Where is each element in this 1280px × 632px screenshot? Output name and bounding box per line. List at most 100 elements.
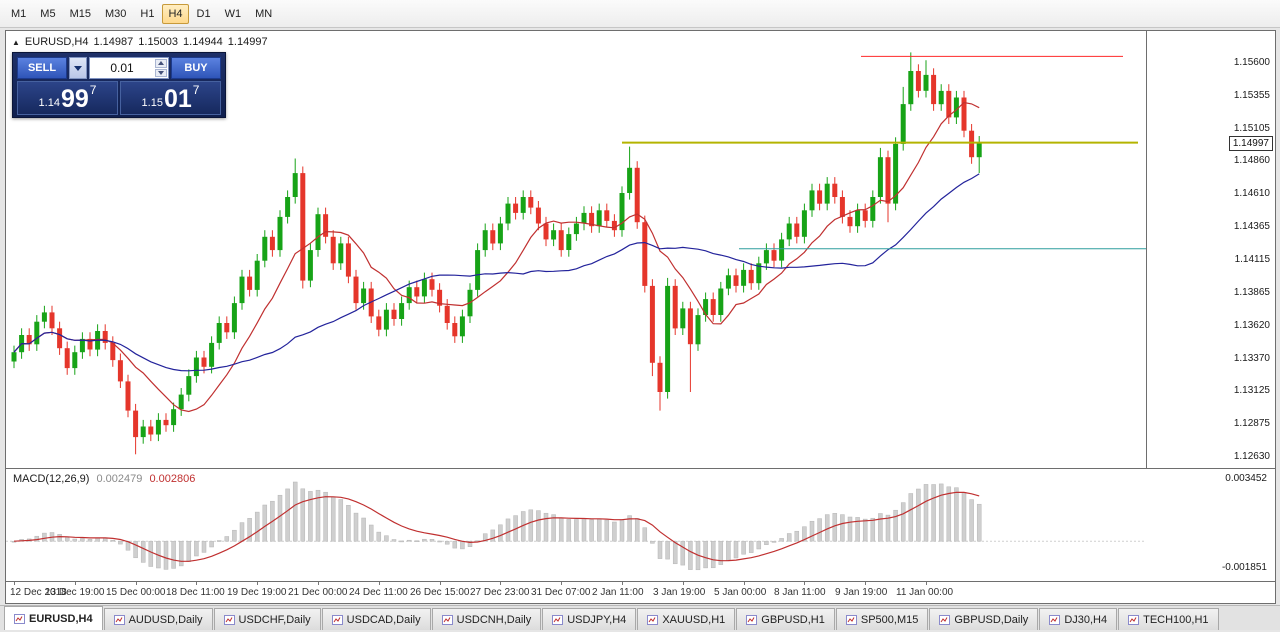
time-axis-tick xyxy=(440,582,441,585)
chart-high-value: 1.15003 xyxy=(138,36,179,48)
macd-value-main: 0.002479 xyxy=(96,473,143,485)
price-axis-label: 1.12630 xyxy=(1233,451,1270,462)
price-axis-label: 1.13125 xyxy=(1233,385,1270,396)
chart-tab-icon xyxy=(14,613,25,624)
tab-usdchf-daily[interactable]: USDCHF,Daily xyxy=(213,608,321,630)
time-axis-label: 27 Dec 23:00 xyxy=(470,587,530,598)
volume-dropdown-button[interactable] xyxy=(69,57,87,79)
timeframe-toolbar: M1 M5 M15 M30 H1 H4 D1 W1 MN xyxy=(0,0,1280,28)
tab-gbpusd-daily[interactable]: GBPUSD,Daily xyxy=(929,608,1039,630)
sell-button[interactable]: SELL xyxy=(17,57,67,79)
macd-label: MACD(12,26,9) xyxy=(13,473,90,485)
price-axis-label: 1.13370 xyxy=(1233,353,1270,364)
time-axis-tick xyxy=(318,582,319,585)
chart-tab-label: DJ30,H4 xyxy=(1064,613,1108,626)
time-axis-label: 3 Jan 19:00 xyxy=(653,587,706,598)
time-axis-label: 11 Jan 00:00 xyxy=(896,587,954,598)
chevron-down-icon xyxy=(74,65,82,71)
buy-button[interactable]: BUY xyxy=(171,57,221,79)
price-chart[interactable] xyxy=(6,31,1146,468)
chevron-up-icon xyxy=(158,61,164,66)
price-axis-label: 1.15600 xyxy=(1233,57,1270,68)
chart-tab-label: USDJPY,H4 xyxy=(567,613,627,626)
time-axis-tick xyxy=(561,582,562,585)
time-axis-label: 12 Dec 2018 xyxy=(10,587,67,598)
timeframe-button-h1[interactable]: H1 xyxy=(140,7,155,20)
one-click-collapse-icon[interactable]: ▲ xyxy=(12,37,20,47)
chart-open-value: 1.14987 xyxy=(93,36,134,48)
timeframe-button-m30[interactable]: M30 xyxy=(104,7,127,20)
chart-tab-label: XAUUSD,H1 xyxy=(662,613,726,626)
ask-price-button[interactable]: 1.15 01 7 xyxy=(120,81,221,115)
ask-price-big: 01 xyxy=(163,85,192,113)
price-axis-label: 1.14860 xyxy=(1233,155,1270,166)
volume-decrease-button[interactable] xyxy=(155,68,167,77)
tab-xauusd-h1[interactable]: XAUUSD,H1 xyxy=(637,608,736,630)
chart-title: ▲ EURUSD,H4 1.14987 1.15003 1.14944 1.14… xyxy=(12,36,268,48)
time-axis-tick xyxy=(257,582,258,585)
price-axis-label: 1.13865 xyxy=(1233,287,1270,298)
time-axis-label: 9 Jan 19:00 xyxy=(835,587,888,598)
time-axis[interactable]: 12 Dec 2018 13 Dec 19:00 15 Dec 00:00 18 De… xyxy=(6,581,1275,603)
time-axis-label: 31 Dec 07:00 xyxy=(531,587,591,598)
chart-tab-label: USDCAD,Daily xyxy=(346,613,421,626)
price-axis[interactable]: 1.15600 1.15355 1.15105 1.14860 1.14610 1.143… xyxy=(1147,31,1276,468)
time-axis-tick xyxy=(804,582,805,585)
chart-tab-icon xyxy=(1128,614,1140,625)
chart-tab-label: GBPUSD,Daily xyxy=(954,613,1029,626)
chevron-down-icon xyxy=(158,70,164,75)
tab-usdcnh-daily[interactable]: USDCNH,Daily xyxy=(431,608,542,630)
timeframe-button-h4[interactable]: H4 xyxy=(162,3,189,24)
time-axis-tick xyxy=(14,582,15,585)
one-click-trading-panel: SELL BUY 1.14 99 7 1.15 01 7 xyxy=(12,52,226,118)
time-axis-label: 26 Dec 15:00 xyxy=(410,587,470,598)
chart-tab-icon xyxy=(113,614,125,625)
time-axis-label: 15 Dec 00:00 xyxy=(106,587,166,598)
time-axis-tick xyxy=(500,582,501,585)
tab-gbpusd-h1[interactable]: GBPUSD,H1 xyxy=(736,608,835,630)
macd-axis-top-label: 0.003452 xyxy=(1225,473,1267,484)
tab-sp500-m15[interactable]: SP500,M15 xyxy=(835,608,929,630)
timeframe-button-mn[interactable]: MN xyxy=(255,7,273,20)
bid-price-big: 99 xyxy=(60,85,89,113)
macd-axis-bottom-label: -0.001851 xyxy=(1221,562,1267,573)
chart-low-value: 1.14944 xyxy=(183,36,223,48)
chart-tab-icon xyxy=(939,614,951,625)
price-axis-label: 1.15355 xyxy=(1233,90,1270,101)
time-axis-tick xyxy=(683,582,684,585)
tab-usdcad-daily[interactable]: USDCAD,Daily xyxy=(321,608,431,630)
chart-tab-label: AUDUSD,Daily xyxy=(128,613,203,626)
time-axis-tick xyxy=(744,582,745,585)
chart-symbol-timeframe: EURUSD,H4 xyxy=(24,36,89,48)
timeframe-button-m15[interactable]: M15 xyxy=(69,7,91,20)
price-axis-label: 1.12875 xyxy=(1233,418,1270,429)
bid-price-small: 1.14 xyxy=(38,97,60,109)
timeframe-button-m1[interactable]: M1 xyxy=(11,7,27,20)
timeframe-button-d1[interactable]: D1 xyxy=(196,7,211,20)
chart-close-value: 1.14997 xyxy=(227,36,268,48)
tab-tech100-h1[interactable]: TECH100,H1 xyxy=(1118,608,1219,630)
volume-increase-button[interactable] xyxy=(155,59,167,68)
volume-input[interactable] xyxy=(90,58,168,78)
chart-tabbar: EURUSD,H4 AUDUSD,Daily USDCHF,Daily USDCAD,… xyxy=(0,605,1280,630)
ask-price-sup: 7 xyxy=(192,83,200,97)
macd-chart[interactable] xyxy=(6,470,1146,581)
time-axis-label: 5 Jan 00:00 xyxy=(714,587,767,598)
time-axis-label: 2 Jan 11:00 xyxy=(592,587,644,598)
chart-tab-label: USDCNH,Daily xyxy=(456,613,532,626)
timeframe-button-m5[interactable]: M5 xyxy=(40,7,56,20)
bid-price-button[interactable]: 1.14 99 7 xyxy=(17,81,118,115)
timeframe-button-w1[interactable]: W1 xyxy=(224,7,242,20)
chart-tab-label: TECH100,H1 xyxy=(1143,613,1209,626)
tab-usdjpy-h4[interactable]: USDJPY,H4 xyxy=(542,608,637,630)
chart-tab-label: SP500,M15 xyxy=(860,613,919,626)
chart-tab-label: USDCHF,Daily xyxy=(238,613,311,626)
tab-dj30-h4[interactable]: DJ30,H4 xyxy=(1039,608,1118,630)
price-axis-label: 1.14610 xyxy=(1233,188,1270,199)
chart-tab-icon xyxy=(845,614,857,625)
tab-eurusd-h4[interactable]: EURUSD,H4 xyxy=(4,606,103,630)
tab-audusd-daily[interactable]: AUDUSD,Daily xyxy=(103,608,213,630)
time-axis-label: 18 Dec 11:00 xyxy=(166,587,225,598)
price-axis-label: 1.14115 xyxy=(1234,254,1270,265)
chart-window: ▲ EURUSD,H4 1.14987 1.15003 1.14944 1.14… xyxy=(5,30,1276,604)
